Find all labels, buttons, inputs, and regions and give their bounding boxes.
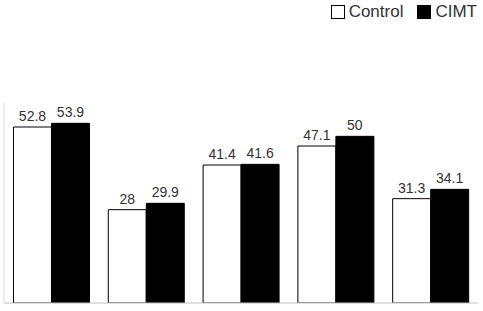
svg-text:28: 28 [119, 191, 135, 207]
html-text:Control: Control [348, 2, 404, 21]
svg-text:29.9: 29.9 [152, 184, 179, 200]
svg-text:31.3: 31.3 [398, 180, 425, 196]
html-text:CIMT: CIMT [435, 2, 477, 21]
svg-text:53.9: 53.9 [57, 104, 84, 120]
svg-text:41.6: 41.6 [246, 145, 273, 161]
svg-text:47.1: 47.1 [303, 127, 330, 143]
svg-text:41.4: 41.4 [208, 146, 235, 162]
svg-text:52.8: 52.8 [19, 108, 46, 124]
svg-text:34.1: 34.1 [436, 170, 463, 186]
svg-text:50: 50 [347, 117, 363, 133]
